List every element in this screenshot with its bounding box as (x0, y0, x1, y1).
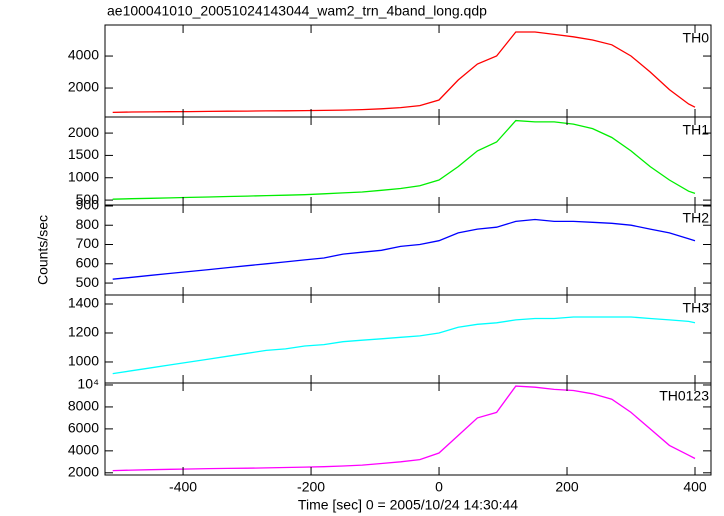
y-tick-label: 1400 (68, 295, 99, 311)
y-tick-label: 500 (76, 274, 100, 290)
light-curve (112, 119, 696, 200)
x-tick-label: 0 (435, 479, 443, 495)
y-tick-label: 1000 (68, 353, 99, 369)
panel-frame (104, 294, 712, 384)
y-tick-label: 600 (76, 254, 100, 270)
y-axis-label: Counts/sec (35, 215, 51, 285)
y-tick-label: 900 (76, 197, 100, 213)
panel-label: TH0123 (659, 388, 709, 404)
y-tick-label: 2000 (68, 124, 99, 140)
y-tick-label: 8000 (68, 398, 99, 414)
x-tick-label: 400 (683, 479, 707, 495)
chart-title: ae100041010_20051024143044_wam2_trn_4ban… (107, 3, 487, 19)
y-tick-label: 1200 (68, 324, 99, 340)
panel-frame (104, 204, 712, 296)
y-tick-label: 500 (76, 191, 100, 207)
x-tick-label: -200 (297, 479, 325, 495)
panel-frame (104, 116, 712, 206)
panel-label: TH1 (683, 122, 710, 138)
panel-frame (104, 24, 712, 118)
y-tick-label: 10⁴ (77, 376, 99, 392)
x-axis-label: Time [sec] 0 = 2005/10/24 14:30:44 (298, 497, 518, 513)
y-tick-label: 2000 (68, 464, 99, 480)
y-tick-label: 6000 (68, 420, 99, 436)
light-curve (112, 31, 696, 114)
light-curve (112, 385, 696, 472)
y-tick-label: 1000 (68, 168, 99, 184)
x-tick-label: -400 (169, 479, 197, 495)
y-tick-label: 700 (76, 235, 100, 251)
panel-frame (104, 382, 712, 476)
y-tick-label: 4000 (68, 47, 99, 63)
y-tick-label: 1500 (68, 146, 99, 162)
y-tick-label: 800 (76, 216, 100, 232)
x-tick-label: 200 (555, 479, 579, 495)
light-curve (112, 218, 696, 280)
panel-label: TH3 (683, 300, 710, 316)
panel-label: TH0 (683, 30, 710, 46)
y-tick-label: 2000 (68, 79, 99, 95)
light-curve (112, 316, 696, 375)
panel-label: TH2 (683, 210, 710, 226)
y-tick-label: 4000 (68, 442, 99, 458)
